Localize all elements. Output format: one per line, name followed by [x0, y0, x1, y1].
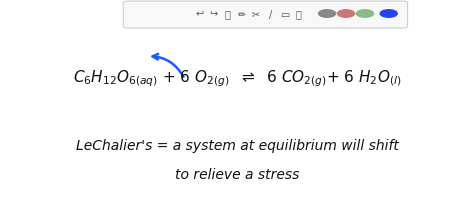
Text: ✏: ✏: [237, 10, 246, 20]
Text: LeChalier's = a system at equilibrium will shift: LeChalier's = a system at equilibrium wi…: [75, 139, 399, 153]
FancyBboxPatch shape: [123, 1, 408, 28]
Text: ↪: ↪: [209, 10, 218, 20]
Text: ✂: ✂: [252, 10, 260, 20]
Text: ▭: ▭: [280, 10, 289, 20]
Circle shape: [319, 10, 336, 17]
Circle shape: [356, 10, 374, 17]
Text: $\mathit{C_6H_{12}O_{6(aq)}}$ + 6 $\mathit{O_{2(g)}}$  $\rightleftharpoons$  6 $: $\mathit{C_6H_{12}O_{6(aq)}}$ + 6 $\math…: [73, 69, 401, 89]
Text: to relieve a stress: to relieve a stress: [175, 168, 299, 182]
Circle shape: [380, 10, 397, 17]
Circle shape: [337, 10, 355, 17]
Text: /: /: [269, 10, 272, 20]
Text: 🖼: 🖼: [296, 10, 301, 20]
Text: ⤢: ⤢: [225, 10, 230, 20]
Text: ↩: ↩: [195, 10, 203, 20]
